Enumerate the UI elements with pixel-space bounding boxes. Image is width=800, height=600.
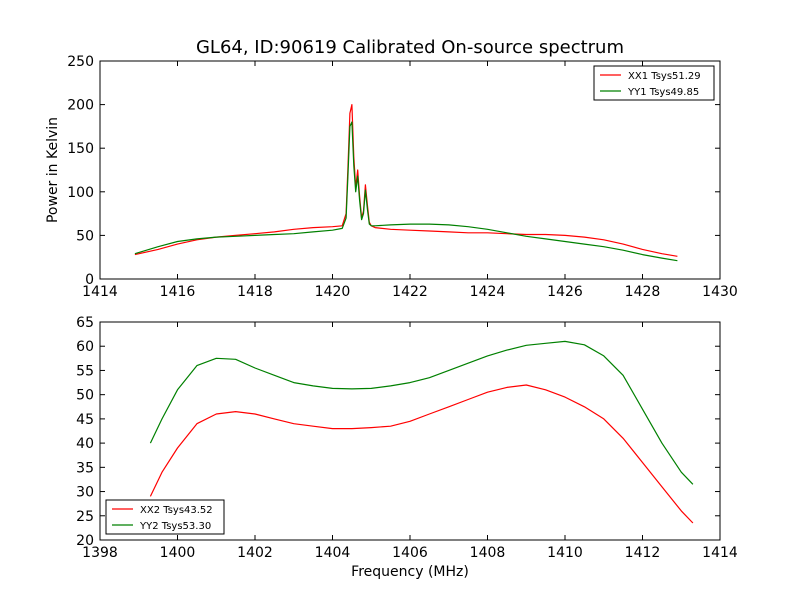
legend-label-yy2: YY2 Tsys53.30 — [139, 521, 211, 532]
y-tick-label: 50 — [76, 228, 94, 244]
x-tick-label: 1422 — [392, 284, 428, 300]
x-tick-label: 1412 — [625, 545, 661, 561]
bottom-spectrum-plot: Frequency (MHz) 1398 1400 1402 1404 1406 1408… — [76, 315, 738, 580]
bottom-legend-box — [105, 499, 225, 535]
y-tick-label: 150 — [67, 141, 94, 157]
y-tick-label: 0 — [85, 272, 94, 288]
x-tick-label: 1420 — [315, 284, 351, 300]
y-tick-label: 100 — [67, 185, 94, 201]
legend-label-xx1: XX1 Tsys51.29 — [628, 71, 701, 82]
bottom-ticks-layer: 1398 1400 1402 1404 1406 1408 1410 1412 1414 20 25… — [76, 315, 738, 561]
y-tick-label: 55 — [76, 363, 94, 379]
top-spectrum-plot: GL64, ID:90619 Calibrated On-source spec… — [45, 37, 738, 300]
series-line-yy2 — [149, 340, 694, 485]
top-legend: XX1 Tsys51.29 YY1 Tsys49.85 — [593, 65, 715, 101]
x-tick-label: 1404 — [315, 545, 351, 561]
x-tick-label: 1406 — [392, 545, 428, 561]
y-axis-label: Power in Kelvin — [45, 117, 61, 223]
x-tick-label: 1414 — [82, 284, 118, 300]
x-tick-label: 1400 — [160, 545, 196, 561]
y-tick-label: 40 — [76, 436, 94, 452]
x-tick-label: 1410 — [547, 545, 583, 561]
x-tick-label: 1408 — [470, 545, 506, 561]
x-tick-label: 1402 — [237, 545, 273, 561]
chart-title: GL64, ID:90619 Calibrated On-source spec… — [196, 37, 624, 58]
bottom-series-layer — [149, 340, 694, 524]
y-tick-label: 35 — [76, 460, 94, 476]
x-tick-label: 1414 — [702, 545, 738, 561]
series-line-yy1 — [134, 121, 678, 262]
y-tick-label: 25 — [76, 509, 94, 525]
y-tick-label: 20 — [76, 533, 94, 549]
legend-label-xx2: XX2 Tsys43.52 — [140, 505, 213, 516]
y-tick-label: 65 — [76, 315, 94, 331]
x-tick-label: 1426 — [547, 284, 583, 300]
x-axis-label: Frequency (MHz) — [351, 564, 469, 580]
y-tick-label: 250 — [67, 54, 94, 70]
y-tick-label: 45 — [76, 412, 94, 428]
x-tick-label: 1418 — [237, 284, 273, 300]
y-tick-label: 60 — [76, 339, 94, 355]
y-tick-label: 30 — [76, 485, 94, 501]
x-tick-label: 1398 — [82, 545, 118, 561]
top-ticks-layer: 1414 1416 1418 1420 1422 1424 1426 1428 1430 0 50 1… — [67, 54, 738, 300]
top-series-layer — [134, 103, 678, 262]
bottom-plot-frame — [99, 321, 721, 541]
y-tick-label: 50 — [76, 388, 94, 404]
legend-label-yy1: YY1 Tsys49.85 — [627, 87, 699, 98]
y-tick-label: 200 — [67, 98, 94, 114]
x-tick-label: 1416 — [160, 284, 196, 300]
top-plot-frame — [99, 60, 721, 280]
top-legend-box — [593, 65, 715, 101]
series-line-xx2 — [149, 384, 694, 524]
x-tick-label: 1430 — [702, 284, 738, 300]
x-tick-label: 1424 — [470, 284, 506, 300]
bottom-legend: XX2 Tsys43.52 YY2 Tsys53.30 — [105, 499, 225, 535]
x-tick-label: 1428 — [625, 284, 661, 300]
